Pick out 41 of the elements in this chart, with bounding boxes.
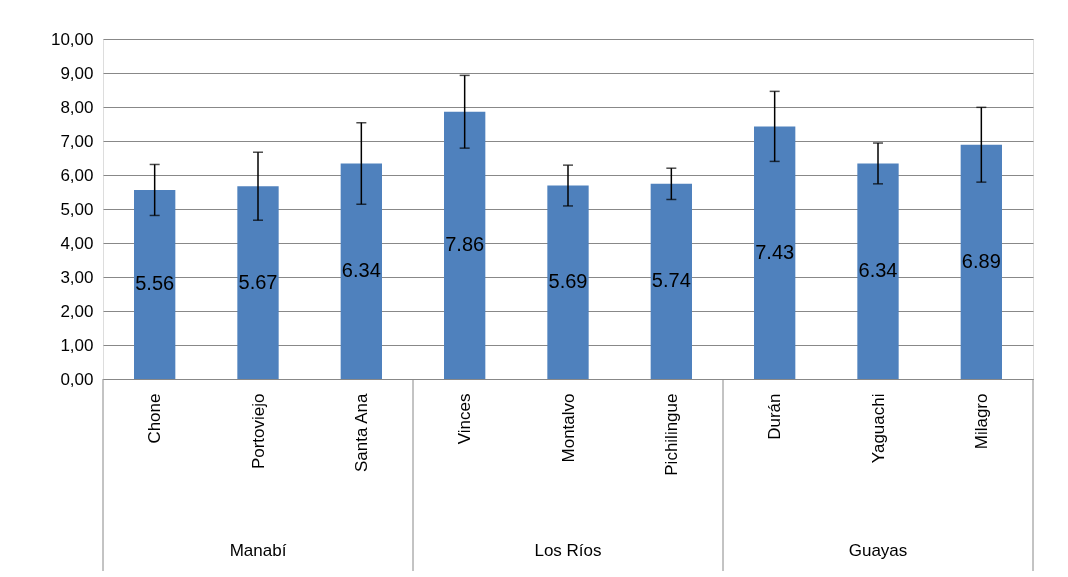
y-tick-label: 2,00 [60,301,94,321]
text: 6.89 [961,249,1001,272]
y-tick-label: 1,00 [60,335,94,355]
text: 6.34 [341,259,381,282]
x-tick-label: Pichilingue [661,393,681,476]
text: Los Ríos [534,541,602,560]
bar [960,144,1002,379]
y-tick-label: 10,00 [50,29,94,49]
bar [134,189,176,379]
y-tick-label: 9,00 [60,63,94,83]
bar [754,126,796,379]
y-tick-label: 0,00 [60,369,94,389]
y-tick-label: 6,00 [60,165,94,185]
bar [237,186,279,379]
y-tick-label: 3,00 [60,267,94,287]
x-tick-label: Portoviejo [248,393,268,470]
x-tick-label: Montalvo [558,393,578,463]
y-tick-label: 8,00 [60,97,94,117]
y-tick-label: 4,00 [60,233,94,253]
x-tick-label: Milagro [971,393,991,450]
y-tick-label: 5,00 [60,199,94,219]
text: Guayas [848,541,908,560]
text: 6.34 [858,259,898,282]
y-tick-label: 7,00 [60,131,94,151]
bar [650,183,692,379]
text: 5.74 [651,269,691,292]
bar [547,185,589,379]
text: Manabí [229,541,287,560]
x-tick-label: Chone [145,393,165,444]
text: 7.86 [445,233,485,256]
x-tick-label: Yaguachi [868,393,888,464]
x-tick-label: Santa Ana [351,392,371,472]
text: 5.56 [135,272,175,295]
text: 7.43 [755,240,795,263]
bar [444,111,486,379]
x-tick-label: Vinces [455,393,475,445]
bar [340,163,382,379]
text: 5.67 [238,270,278,293]
bar [857,163,899,379]
x-tick-label: Durán [765,393,785,440]
text: 5.69 [548,270,588,293]
